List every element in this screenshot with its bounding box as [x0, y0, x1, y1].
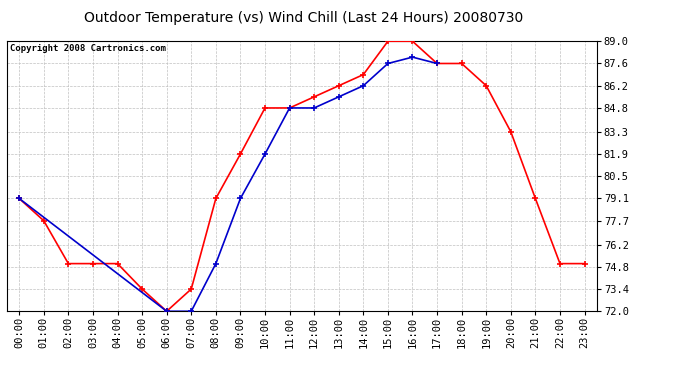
- Text: Outdoor Temperature (vs) Wind Chill (Last 24 Hours) 20080730: Outdoor Temperature (vs) Wind Chill (Las…: [84, 11, 523, 25]
- Text: Copyright 2008 Cartronics.com: Copyright 2008 Cartronics.com: [10, 44, 166, 53]
